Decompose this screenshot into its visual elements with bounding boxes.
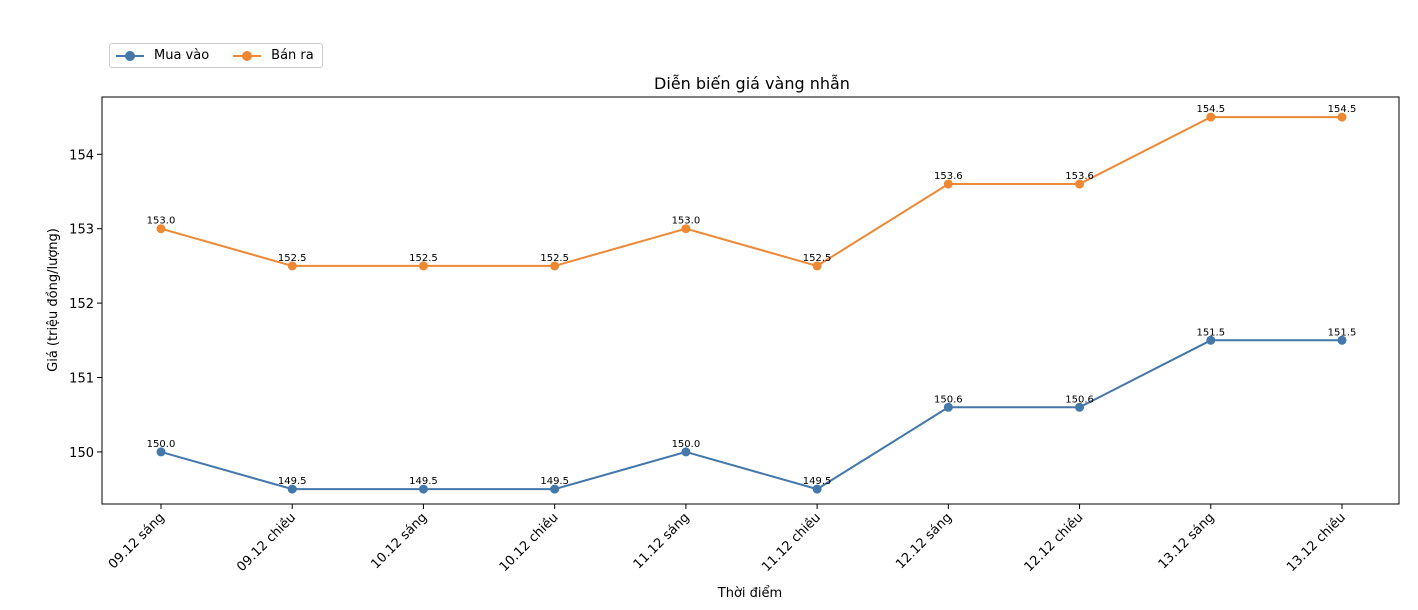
y-axis-label: Giá (triệu đồng/lượng) — [46, 228, 61, 372]
x-tick-label: 11.12 sáng — [631, 510, 693, 572]
data-point — [812, 261, 822, 271]
legend-item-buy: Mua vào — [114, 48, 209, 63]
data-point — [156, 447, 166, 457]
x-tick-label: 10.12 chiều — [497, 510, 562, 575]
x-tick-label: 09.12 chiều — [234, 510, 299, 575]
data-point — [156, 224, 166, 234]
series-line-buy — [160, 339, 1342, 491]
y-tick-label: 152 — [69, 297, 94, 312]
x-axis-label: Thời điểm — [717, 586, 782, 601]
data-label: 153.0 — [672, 216, 701, 227]
x-tick-label: 13.12 chiều — [1284, 510, 1349, 575]
data-point — [1337, 112, 1347, 122]
data-point — [1337, 335, 1347, 345]
data-point — [550, 484, 560, 494]
data-label: 149.5 — [278, 476, 307, 487]
data-label: 149.5 — [803, 476, 832, 487]
data-point — [418, 484, 428, 494]
data-point — [681, 447, 691, 457]
legend-swatch-buy — [114, 50, 146, 61]
legend-swatch-sell — [231, 50, 263, 61]
data-point — [1075, 402, 1085, 412]
data-point — [1075, 179, 1085, 189]
data-point — [943, 402, 953, 412]
x-tick-label: 11.12 chiều — [759, 510, 824, 575]
x-tick-label: 12.12 chiều — [1022, 510, 1087, 575]
data-point — [287, 261, 297, 271]
data-label: 151.5 — [1196, 327, 1225, 338]
data-label: 153.6 — [934, 171, 963, 182]
data-point — [812, 484, 822, 494]
data-point — [943, 179, 953, 189]
data-label: 153.6 — [1065, 171, 1094, 182]
data-label: 152.5 — [803, 253, 832, 264]
legend-label-buy: Mua vào — [154, 48, 210, 63]
data-point — [550, 261, 560, 271]
data-label: 149.5 — [409, 476, 438, 487]
data-label: 152.5 — [409, 253, 438, 264]
data-point — [418, 261, 428, 271]
x-tick-label: 12.12 sáng — [893, 510, 955, 572]
y-axis: 150 151 152 153 154 — [69, 148, 102, 461]
data-label: 149.5 — [540, 476, 569, 487]
x-tick-label: 13.12 sáng — [1156, 510, 1218, 572]
data-label: 154.5 — [1328, 104, 1357, 115]
y-tick-label: 153 — [69, 223, 94, 238]
data-point — [287, 484, 297, 494]
x-axis: 09.12 sáng 09.12 chiều 10.12 sáng 10.12 chi… — [106, 504, 1349, 575]
series-group: 150.0 149.5 149.5 149.5 150.0 149.5 150.6 150.6… — [147, 104, 1357, 494]
x-tick-label: 10.12 sáng — [368, 510, 430, 572]
y-tick-label: 151 — [69, 372, 94, 387]
plot-area — [101, 96, 1400, 505]
chart-title: Diễn biến giá vàng nhẫn — [654, 74, 850, 93]
data-point — [681, 224, 691, 234]
series-line-sell — [160, 116, 1342, 267]
data-label: 151.5 — [1328, 327, 1357, 338]
data-label: 150.6 — [934, 394, 963, 405]
data-label: 150.0 — [672, 439, 701, 450]
data-label: 150.6 — [1065, 394, 1094, 405]
data-label: 150.0 — [147, 439, 176, 450]
x-tick-label: 09.12 sáng — [106, 510, 168, 572]
y-tick-label: 154 — [69, 148, 94, 163]
legend-item-sell: Bán ra — [231, 48, 314, 63]
data-label: 152.5 — [278, 253, 307, 264]
data-point — [1206, 112, 1216, 122]
data-label: 153.0 — [147, 216, 176, 227]
legend-label-sell: Bán ra — [271, 48, 314, 63]
data-label: 152.5 — [540, 253, 569, 264]
y-tick-label: 150 — [69, 446, 94, 461]
legend: Mua vào Bán ra — [109, 43, 323, 68]
data-point — [1206, 335, 1216, 345]
data-label: 154.5 — [1196, 104, 1225, 115]
